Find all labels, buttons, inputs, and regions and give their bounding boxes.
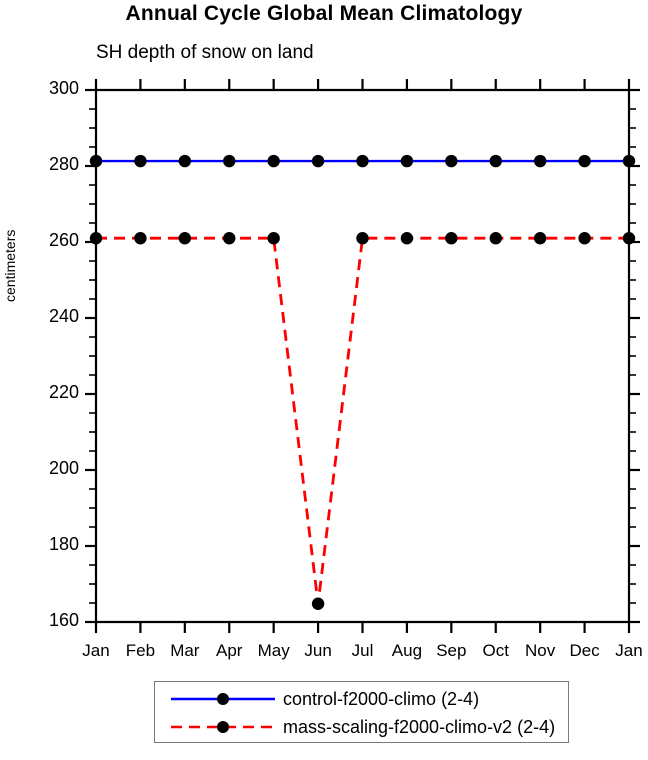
data-point bbox=[400, 154, 414, 168]
axes-group bbox=[85, 79, 640, 633]
data-point bbox=[311, 597, 325, 610]
data-point bbox=[267, 154, 280, 168]
data-point bbox=[267, 232, 280, 245]
x-tick-label: Feb bbox=[125, 641, 156, 660]
y-tick-label: 160 bbox=[48, 610, 79, 630]
x-tick-label: Dec bbox=[569, 641, 600, 660]
x-tick-label: Aug bbox=[391, 641, 423, 660]
data-point bbox=[356, 154, 369, 168]
data-point bbox=[489, 154, 502, 168]
y-tick-label: 200 bbox=[48, 458, 79, 478]
data-point bbox=[134, 154, 147, 168]
legend-entry-0[interactable]: control-f2000-climo (2-4) bbox=[155, 686, 568, 712]
legend: control-f2000-climo (2-4) mass-scaling-f… bbox=[154, 681, 569, 743]
chart-subtitle: SH depth of snow on land bbox=[96, 42, 314, 63]
data-point bbox=[622, 154, 636, 168]
x-tick-label: Mar bbox=[170, 641, 200, 660]
y-tick-label: 280 bbox=[48, 154, 79, 174]
data-point bbox=[178, 154, 192, 168]
series-group bbox=[89, 154, 636, 610]
x-tick-label: Oct bbox=[482, 641, 509, 660]
x-tick-label: Jun bbox=[304, 641, 332, 660]
data-point bbox=[223, 154, 236, 168]
data-point bbox=[311, 154, 325, 168]
y-tick-label: 180 bbox=[48, 534, 79, 554]
legend-label-series-1: control-f2000-climo (2-4) bbox=[283, 689, 480, 709]
legend-swatch-series-1 bbox=[171, 693, 275, 705]
y-tick-label: 300 bbox=[48, 78, 79, 98]
data-point bbox=[533, 154, 547, 168]
data-point bbox=[489, 232, 502, 245]
y-tick-label: 260 bbox=[48, 230, 79, 250]
y-tick-label: 240 bbox=[48, 306, 79, 326]
data-point bbox=[356, 232, 369, 245]
data-point bbox=[223, 232, 236, 245]
data-point bbox=[445, 232, 458, 245]
x-tick-label: Sep bbox=[436, 641, 467, 660]
legend-entry-1[interactable]: mass-scaling-f2000-climo-v2 (2-4) bbox=[155, 714, 568, 740]
data-point bbox=[178, 232, 192, 245]
data-point bbox=[578, 232, 591, 245]
y-tick-label: 220 bbox=[48, 382, 79, 402]
legend-swatch-series-2 bbox=[171, 721, 275, 733]
series-line-2 bbox=[96, 236, 629, 604]
x-tick-label: May bbox=[257, 641, 290, 660]
data-point bbox=[89, 232, 103, 245]
data-point bbox=[578, 154, 591, 168]
data-point bbox=[622, 232, 636, 245]
x-tick-label: Jan bbox=[82, 641, 110, 660]
data-point bbox=[134, 232, 147, 245]
data-point bbox=[400, 232, 414, 245]
x-tick-label: Jan bbox=[615, 641, 643, 660]
data-point bbox=[533, 232, 547, 245]
data-point bbox=[445, 154, 458, 168]
legend-label-series-2: mass-scaling-f2000-climo-v2 (2-4) bbox=[283, 717, 556, 737]
data-point bbox=[89, 154, 103, 168]
chart-title: Annual Cycle Global Mean Climatology bbox=[125, 2, 523, 25]
x-tick-label: Jul bbox=[351, 641, 374, 660]
x-tick-label: Nov bbox=[525, 641, 556, 660]
x-tick-label: Apr bbox=[216, 641, 243, 660]
